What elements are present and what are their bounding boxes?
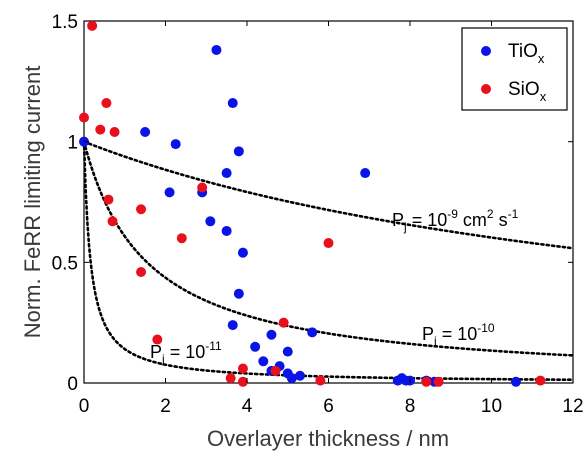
data-point bbox=[286, 373, 297, 384]
x-axis-ticks: 0 2 4 6 8 10 12 bbox=[79, 21, 584, 417]
model-curve bbox=[82, 140, 575, 250]
data-point bbox=[360, 168, 371, 179]
data-point bbox=[136, 204, 147, 215]
data-point bbox=[109, 127, 120, 138]
curve-label: Pj = 10-10 bbox=[422, 321, 495, 348]
data-point bbox=[282, 346, 293, 357]
data-point bbox=[79, 112, 89, 123]
data-point bbox=[237, 247, 248, 258]
data-point bbox=[197, 182, 208, 193]
data-point bbox=[136, 266, 147, 277]
data-point bbox=[227, 320, 238, 331]
curve-label: Pj = 10-9 cm2 s-1 bbox=[392, 207, 519, 234]
model-curve bbox=[82, 140, 575, 357]
data-point bbox=[211, 44, 222, 55]
y-axis-ticks: 0 0.5 1 1.5 bbox=[52, 12, 573, 395]
legend-label: TiOx bbox=[508, 41, 545, 66]
legend-label: SiOx bbox=[508, 79, 547, 104]
data-point bbox=[258, 356, 269, 367]
data-point bbox=[233, 288, 244, 299]
x-tick-label: 2 bbox=[160, 396, 171, 417]
data-point bbox=[164, 187, 175, 198]
data-point bbox=[270, 365, 281, 376]
x-tick-label: 8 bbox=[405, 396, 416, 417]
x-tick-label: 0 bbox=[79, 396, 90, 417]
x-tick-label: 6 bbox=[323, 396, 334, 417]
x-tick-label: 10 bbox=[481, 396, 502, 417]
data-point bbox=[101, 98, 112, 109]
data-point bbox=[250, 341, 261, 352]
data-point bbox=[266, 329, 277, 340]
curve-label: Pj = 10-11 bbox=[150, 339, 222, 366]
y-axis-label: Norm. FeRR limiting current bbox=[20, 66, 45, 339]
y-tick-label: 1 bbox=[67, 133, 78, 154]
data-point bbox=[225, 373, 236, 384]
data-point bbox=[221, 225, 232, 236]
data-point bbox=[87, 20, 98, 31]
data-point bbox=[433, 376, 444, 387]
data-point bbox=[103, 194, 114, 205]
data-point bbox=[170, 139, 181, 150]
data-point bbox=[323, 238, 334, 249]
legend-box bbox=[461, 27, 568, 111]
data-point bbox=[107, 216, 118, 227]
legend: TiOx SiOx bbox=[461, 27, 568, 111]
x-tick-label: 4 bbox=[242, 396, 253, 417]
data-point bbox=[294, 370, 305, 381]
data-point bbox=[95, 124, 106, 135]
data-point bbox=[227, 98, 238, 109]
y-tick-label: 1.5 bbox=[52, 12, 78, 33]
data-point bbox=[152, 334, 163, 345]
legend-marker bbox=[481, 84, 491, 94]
data-point bbox=[233, 146, 244, 157]
legend-marker bbox=[481, 46, 491, 56]
data-point bbox=[307, 327, 318, 338]
y-tick-label: 0 bbox=[67, 374, 78, 395]
data-point bbox=[278, 317, 289, 328]
data-points bbox=[79, 20, 546, 387]
data-point bbox=[421, 376, 432, 387]
x-axis-label: Overlayer thickness / nm bbox=[207, 426, 449, 451]
data-point bbox=[535, 375, 546, 386]
data-point bbox=[176, 233, 187, 244]
data-point bbox=[221, 168, 232, 179]
data-point bbox=[205, 216, 216, 227]
y-tick-label: 0.5 bbox=[52, 253, 78, 274]
data-point bbox=[237, 363, 248, 374]
data-point bbox=[510, 376, 521, 387]
curve-annotations: Pj = 10-9 cm2 s-1 Pj = 10-10 Pj = 10-11 bbox=[150, 207, 519, 366]
data-point bbox=[237, 376, 248, 387]
data-point bbox=[315, 375, 326, 386]
data-point bbox=[140, 127, 151, 138]
x-tick-label: 12 bbox=[562, 396, 583, 417]
